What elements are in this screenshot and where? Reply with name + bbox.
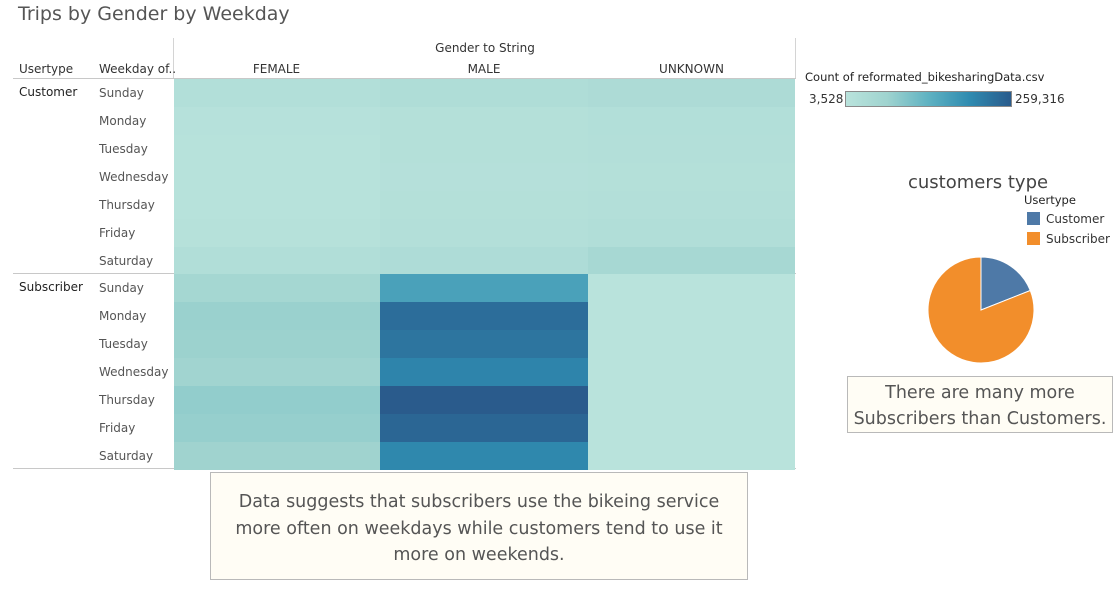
row-label-subscriber-monday: Monday <box>99 309 147 323</box>
heatmap-cell-customer-saturday-unknown[interactable] <box>588 247 795 275</box>
main-annotation: Data suggests that subscribers use the b… <box>210 472 748 580</box>
heatmap-cell-customer-thursday-female[interactable] <box>174 191 380 219</box>
heatmap-cell-subscriber-wednesday-unknown[interactable] <box>588 358 795 386</box>
row-label-subscriber-wednesday: Wednesday <box>99 365 169 379</box>
customer-swatch <box>1027 212 1040 225</box>
pie-chart <box>927 256 1035 364</box>
row-label-subscriber-friday: Friday <box>99 421 136 435</box>
pie-title: customers type <box>908 172 1049 193</box>
heatmap-cell-customer-wednesday-male[interactable] <box>380 163 588 191</box>
color-legend-title: Count of reformated_bikesharingData.csv <box>805 70 1045 84</box>
heatmap-cell-subscriber-wednesday-male[interactable] <box>380 358 588 386</box>
heatmap-cell-subscriber-saturday-male[interactable] <box>380 442 588 470</box>
heatmap-cell-subscriber-thursday-male[interactable] <box>380 386 588 414</box>
color-legend-max: 259,316 <box>1015 92 1065 106</box>
row-label-subscriber-saturday: Saturday <box>99 449 154 463</box>
heatmap-cell-subscriber-monday-female[interactable] <box>174 302 380 330</box>
color-legend-gradient[interactable] <box>845 91 1012 107</box>
pie-annotation: There are many more Subscribers than Cus… <box>847 376 1113 433</box>
row-label-subscriber-sunday: Sunday <box>99 281 144 295</box>
heatmap-cell-customer-tuesday-female[interactable] <box>174 135 380 163</box>
heatmap-cell-customer-wednesday-female[interactable] <box>174 163 380 191</box>
row-label-customer-saturday: Saturday <box>99 254 154 268</box>
heatmap-cell-customer-tuesday-unknown[interactable] <box>588 135 795 163</box>
weekday-header[interactable]: Weekday of.. <box>99 62 177 76</box>
heatmap-cell-subscriber-friday-unknown[interactable] <box>588 414 795 442</box>
pie-legend-label-customer: Customer <box>1046 212 1105 226</box>
header-divider-left <box>173 38 174 78</box>
pie-legend-title: Usertype <box>1024 193 1076 207</box>
pie-legend-label-subscriber: Subscriber <box>1046 232 1110 246</box>
heatmap-cell-customer-friday-female[interactable] <box>174 219 380 247</box>
pie-slice-customer[interactable] <box>980 256 1031 311</box>
heatmap-cell-subscriber-sunday-male[interactable] <box>380 274 588 302</box>
group-label-subscriber[interactable]: Subscriber <box>19 280 83 294</box>
heatmap-cell-subscriber-monday-male[interactable] <box>380 302 588 330</box>
heatmap-cell-customer-sunday-male[interactable] <box>380 79 588 107</box>
usertype-header[interactable]: Usertype <box>19 62 74 76</box>
heatmap-cell-subscriber-thursday-female[interactable] <box>174 386 380 414</box>
column-header-female[interactable]: FEMALE <box>252 62 301 76</box>
heatmap-cells <box>174 79 795 470</box>
heatmap-cell-subscriber-saturday-female[interactable] <box>174 442 380 470</box>
heatmap-cell-customer-friday-male[interactable] <box>380 219 588 247</box>
heatmap-cell-subscriber-sunday-unknown[interactable] <box>588 274 795 302</box>
row-label-customer-friday: Friday <box>99 226 136 240</box>
header-bottom-line <box>13 78 796 79</box>
heatmap-cell-customer-monday-male[interactable] <box>380 107 588 135</box>
row-label-customer-tuesday: Tuesday <box>99 142 148 156</box>
group-label-customer[interactable]: Customer <box>19 85 78 99</box>
heatmap-cell-customer-friday-unknown[interactable] <box>588 219 795 247</box>
heatmap-cell-subscriber-tuesday-male[interactable] <box>380 330 588 358</box>
pie-legend-item-customer[interactable]: Customer <box>1027 212 1104 226</box>
heatmap-cell-customer-thursday-male[interactable] <box>380 191 588 219</box>
heatmap-cell-customer-thursday-unknown[interactable] <box>588 191 795 219</box>
pie-slice-subscriber[interactable] <box>927 256 1035 364</box>
heatmap-table: Gender to String Usertype Weekday of.. F… <box>13 38 796 470</box>
heatmap-cell-subscriber-monday-unknown[interactable] <box>588 302 795 330</box>
heatmap-cell-subscriber-friday-female[interactable] <box>174 414 380 442</box>
heatmap-cell-customer-tuesday-male[interactable] <box>380 135 588 163</box>
heatmap-cell-customer-sunday-female[interactable] <box>174 79 380 107</box>
row-label-customer-monday: Monday <box>99 114 147 128</box>
heatmap-cell-subscriber-friday-male[interactable] <box>380 414 588 442</box>
pie-legend-item-subscriber[interactable]: Subscriber <box>1027 232 1110 246</box>
heatmap-cell-customer-saturday-female[interactable] <box>174 247 380 275</box>
heatmap-cell-subscriber-thursday-unknown[interactable] <box>588 386 795 414</box>
heatmap-cell-customer-monday-female[interactable] <box>174 107 380 135</box>
column-group-header: Gender to String <box>435 41 535 55</box>
heatmap-cell-customer-wednesday-unknown[interactable] <box>588 163 795 191</box>
heatmap-cell-subscriber-tuesday-unknown[interactable] <box>588 330 795 358</box>
heatmap-cell-subscriber-sunday-female[interactable] <box>174 274 380 302</box>
row-label-subscriber-tuesday: Tuesday <box>99 337 148 351</box>
heatmap-cell-subscriber-wednesday-female[interactable] <box>174 358 380 386</box>
heatmap-cell-subscriber-tuesday-female[interactable] <box>174 330 380 358</box>
row-label-customer-wednesday: Wednesday <box>99 170 169 184</box>
column-header-unknown[interactable]: UNKNOWN <box>659 62 724 76</box>
column-header-male[interactable]: MALE <box>467 62 501 76</box>
heatmap-cell-subscriber-saturday-unknown[interactable] <box>588 442 795 470</box>
heatmap-cell-customer-sunday-unknown[interactable] <box>588 79 795 107</box>
row-label-subscriber-thursday: Thursday <box>99 393 155 407</box>
row-label-customer-sunday: Sunday <box>99 86 144 100</box>
subscriber-swatch <box>1027 232 1040 245</box>
dashboard-title: Trips by Gender by Weekday <box>18 3 290 25</box>
color-legend-min: 3,528 <box>809 92 844 106</box>
header-divider-right <box>795 38 796 78</box>
row-label-customer-thursday: Thursday <box>99 198 155 212</box>
heatmap-cell-customer-saturday-male[interactable] <box>380 247 588 275</box>
heatmap-cell-customer-monday-unknown[interactable] <box>588 107 795 135</box>
